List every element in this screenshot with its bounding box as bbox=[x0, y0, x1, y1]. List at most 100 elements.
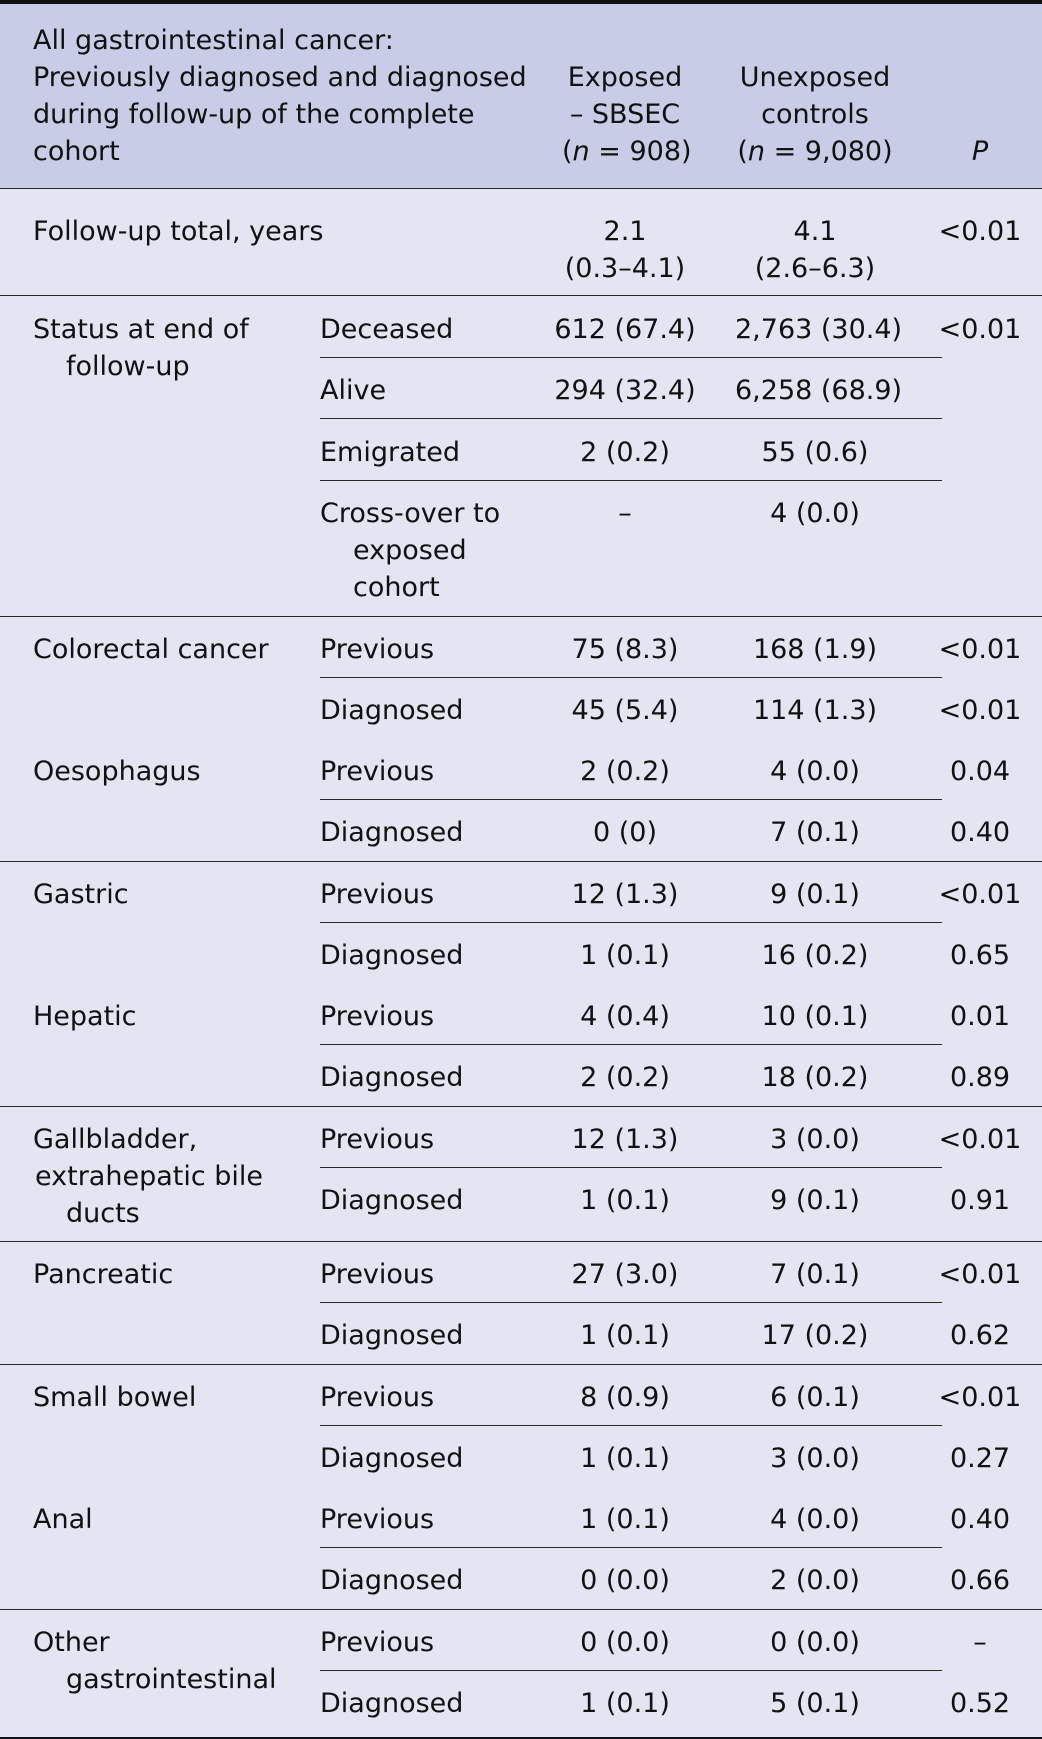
section-rule bbox=[0, 616, 1042, 617]
group-label-line: Colorectal cancer bbox=[33, 634, 269, 665]
followup-unexposed-median: 4.1 bbox=[793, 216, 837, 247]
status-exposed: 612 (67.4) bbox=[554, 314, 696, 345]
followup-exposed: 2.1 (0.3–4.1) bbox=[545, 213, 705, 287]
row-exposed: 8 (0.9) bbox=[580, 1382, 670, 1413]
row-unexposed: 7 (0.1) bbox=[770, 817, 860, 848]
row-rule bbox=[320, 677, 942, 678]
header-unexposed: Unexposed controls (n = 9,080) bbox=[736, 59, 894, 170]
group-section: Colorectal cancer Previous 75 (8.3) 168 (1.… bbox=[0, 617, 1042, 739]
group-label-line: Small bowel bbox=[33, 1382, 197, 1413]
status-sub: Deceased bbox=[320, 314, 454, 345]
group-label-line: Anal bbox=[33, 1504, 93, 1535]
row-rule bbox=[320, 799, 942, 800]
row-exposed: 1 (0.1) bbox=[580, 1320, 670, 1351]
status-sub-line: exposed bbox=[353, 535, 467, 566]
n-rest: = 908) bbox=[589, 136, 692, 167]
row-exposed: 1 (0.1) bbox=[580, 1185, 670, 1216]
section-rule bbox=[0, 1364, 1042, 1365]
group-section: Other gastrointestinal Previous 0 (0.0) 0 (0… bbox=[0, 1610, 1042, 1737]
row-unexposed: 9 (0.1) bbox=[770, 879, 860, 910]
row-p: <0.01 bbox=[938, 1382, 1022, 1413]
row-rule bbox=[320, 357, 942, 358]
row-p: – bbox=[973, 1627, 987, 1658]
row-rule bbox=[320, 1044, 942, 1045]
row-unexposed: 168 (1.9) bbox=[752, 634, 878, 665]
row-p: 0.40 bbox=[949, 1504, 1011, 1535]
section-rule bbox=[0, 295, 1042, 296]
row-sub: Previous bbox=[320, 1504, 435, 1535]
row-rule bbox=[320, 1670, 942, 1671]
row-rule bbox=[320, 1167, 942, 1168]
n-rest: = 9,080) bbox=[765, 136, 893, 167]
row-exposed: 1 (0.1) bbox=[580, 1688, 670, 1719]
header-exposed: Exposed – SBSEC (n = 908) bbox=[562, 59, 692, 170]
row-exposed: 0 (0.0) bbox=[580, 1627, 670, 1658]
row-unexposed: 3 (0.0) bbox=[770, 1124, 860, 1155]
row-p: 0.91 bbox=[949, 1185, 1011, 1216]
group-label: Gastric bbox=[33, 876, 129, 913]
status-section: Status at end of follow-up Deceased 612 … bbox=[0, 296, 1042, 616]
header-title-line: Previously diagnosed and diagnosed bbox=[33, 62, 527, 93]
header-exposed-line: Exposed bbox=[567, 62, 683, 93]
section-rule bbox=[0, 1106, 1042, 1107]
row-unexposed: 0 (0.0) bbox=[770, 1627, 860, 1658]
row-p: <0.01 bbox=[938, 1259, 1022, 1290]
row-unexposed: 6 (0.1) bbox=[770, 1382, 860, 1413]
row-exposed: 12 (1.3) bbox=[571, 879, 679, 910]
row-sub: Previous bbox=[320, 1259, 435, 1290]
row-sub: Diagnosed bbox=[320, 1565, 464, 1596]
table-top-rule bbox=[0, 0, 1042, 4]
row-exposed: 2 (0.2) bbox=[580, 1062, 670, 1093]
row-exposed: 1 (0.1) bbox=[580, 940, 670, 971]
status-sub-multiline: Cross-over to exposed cohort bbox=[320, 495, 500, 606]
group-label: Anal bbox=[33, 1501, 93, 1538]
group-label-line: Hepatic bbox=[33, 1001, 137, 1032]
row-p: 0.40 bbox=[949, 817, 1011, 848]
row-unexposed: 4 (0.0) bbox=[770, 1504, 860, 1535]
header-title-line: during follow-up of the complete bbox=[33, 99, 475, 130]
p-label: P bbox=[971, 136, 989, 167]
followup-label: Follow-up total, years bbox=[33, 216, 324, 247]
header-unexposed-line: controls bbox=[761, 99, 869, 130]
row-rule bbox=[320, 1425, 942, 1426]
group-label-line: Other bbox=[33, 1627, 110, 1658]
row-exposed: 1 (0.1) bbox=[580, 1443, 670, 1474]
row-sub: Diagnosed bbox=[320, 1062, 464, 1093]
group-section: Gallbladder, extrahepatic bile ducts Previo… bbox=[0, 1107, 1042, 1241]
row-p: 0.65 bbox=[949, 940, 1011, 971]
group-label-line: Pancreatic bbox=[33, 1259, 174, 1290]
row-p: 0.01 bbox=[949, 1001, 1011, 1032]
status-label-line: follow-up bbox=[66, 351, 190, 382]
row-unexposed: 16 (0.2) bbox=[761, 940, 869, 971]
header-title: All gastrointestinal cancer: Previously … bbox=[33, 22, 527, 170]
row-exposed: 4 (0.4) bbox=[580, 1001, 670, 1032]
section-rule bbox=[0, 1241, 1042, 1242]
header-unexposed-n: (n = 9,080) bbox=[736, 133, 894, 170]
status-unexposed: 4 (0.0) bbox=[770, 498, 860, 529]
n-italic: n bbox=[747, 136, 766, 167]
row-p: 0.66 bbox=[949, 1565, 1011, 1596]
header-exposed-n: (n = 908) bbox=[562, 133, 692, 170]
row-sub: Previous bbox=[320, 1124, 435, 1155]
group-section: Oesophagus Previous 2 (0.2) 4 (0.0) 0.04 Diag… bbox=[0, 739, 1042, 861]
group-label-line: Oesophagus bbox=[33, 756, 201, 787]
row-exposed: 0 (0.0) bbox=[580, 1565, 670, 1596]
row-rule bbox=[320, 922, 942, 923]
group-label: Oesophagus bbox=[33, 753, 201, 790]
row-p: <0.01 bbox=[938, 879, 1022, 910]
group-label-line: gastrointestinal bbox=[66, 1664, 277, 1695]
followup-p: <0.01 bbox=[938, 216, 1022, 247]
row-unexposed: 4 (0.0) bbox=[770, 756, 860, 787]
followup-exposed-range: (0.3–4.1) bbox=[564, 253, 686, 284]
status-label-line: Status at end of bbox=[33, 314, 249, 345]
row-rule bbox=[320, 480, 942, 481]
row-sub: Previous bbox=[320, 879, 435, 910]
header-title-line: All gastrointestinal cancer: bbox=[33, 25, 394, 56]
row-p: 0.89 bbox=[949, 1062, 1011, 1093]
followup-exposed-median: 2.1 bbox=[603, 216, 647, 247]
group-label-line: Gastric bbox=[33, 879, 129, 910]
row-unexposed: 10 (0.1) bbox=[761, 1001, 869, 1032]
row-sub: Diagnosed bbox=[320, 1185, 464, 1216]
row-sub: Diagnosed bbox=[320, 817, 464, 848]
